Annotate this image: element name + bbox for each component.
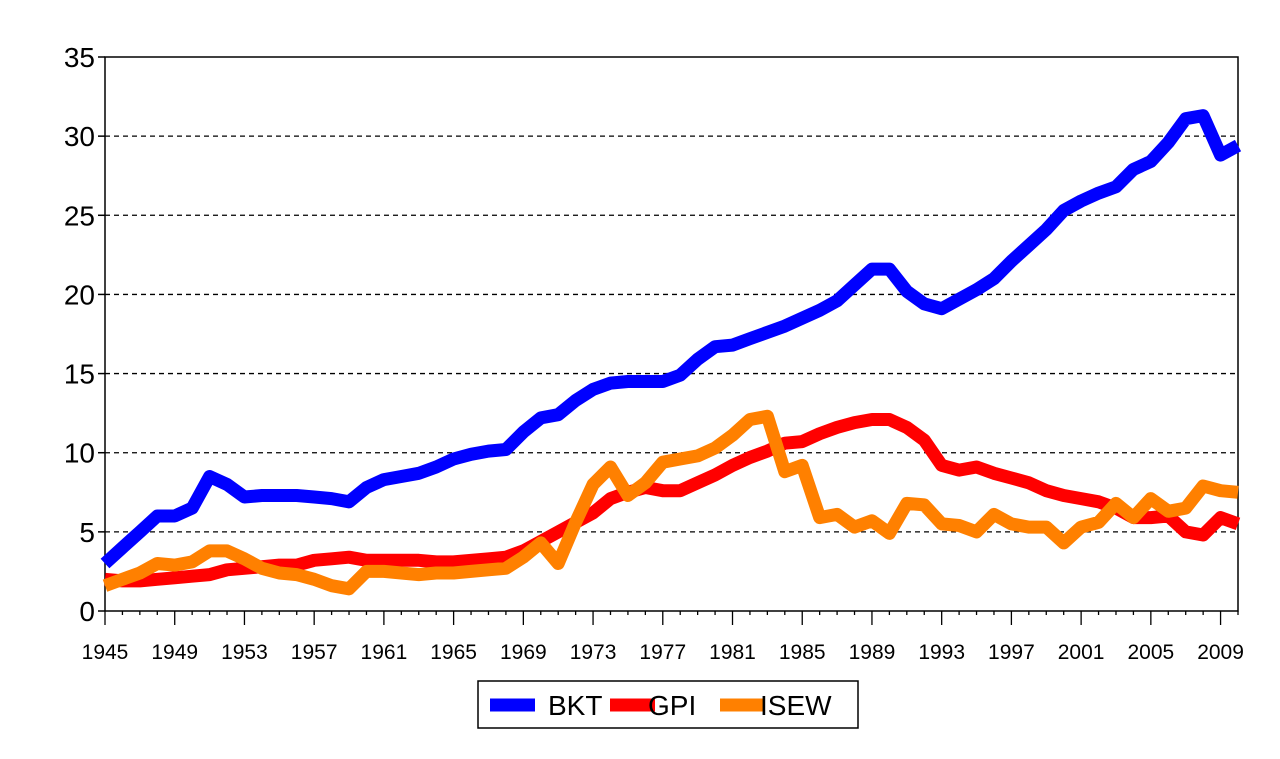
y-tick-label: 25 <box>64 200 95 231</box>
y-tick-label: 35 <box>64 42 95 73</box>
x-axis-ticks: 1945 1949 1953 1957 1961 1965 1969 1973 1977 1981… <box>82 611 1244 664</box>
gridlines <box>105 135 1238 533</box>
x-tick-label: 2001 <box>1058 641 1105 664</box>
series-line-gpi <box>104 413 1241 588</box>
x-tick-label: 2009 <box>1197 641 1244 664</box>
x-tick-label: 1965 <box>430 641 477 664</box>
x-tick-label: 1993 <box>918 641 965 664</box>
x-tick-label: 1957 <box>291 641 338 664</box>
legend: BKT GPI ISEW <box>477 680 859 729</box>
x-tick-label: 1973 <box>570 641 617 664</box>
x-tick-label: 1961 <box>361 641 408 664</box>
legend-label-isew: ISEW <box>760 690 832 721</box>
y-tick-label: 30 <box>64 121 95 152</box>
y-tick-label: 15 <box>64 359 95 390</box>
legend-label-gpi: GPI <box>648 690 696 721</box>
x-tick-label: 1949 <box>151 641 198 664</box>
legend-label-bkt: BKT <box>548 690 602 721</box>
series-line-bkt <box>100 109 1242 569</box>
x-tick-label: 1969 <box>500 641 547 664</box>
x-tick-label: 1981 <box>709 641 756 664</box>
y-tick-label: 20 <box>64 279 95 310</box>
y-tick-label: 5 <box>79 517 95 548</box>
y-axis-ticks: 0 5 10 15 20 25 30 35 <box>64 42 105 627</box>
x-tick-label: 1953 <box>221 641 268 664</box>
x-tick-label: 1985 <box>779 641 826 664</box>
x-tick-label: 1977 <box>639 641 686 664</box>
axes <box>104 56 1239 612</box>
x-tick-label: 1989 <box>849 641 896 664</box>
series-line-isew <box>102 409 1239 596</box>
y-tick-label: 10 <box>64 438 95 469</box>
x-tick-label: 1997 <box>988 641 1035 664</box>
series-lines <box>100 109 1242 596</box>
x-tick-label: 1945 <box>82 641 129 664</box>
plot-frame <box>104 56 1239 612</box>
legend-box <box>477 680 859 729</box>
y-tick-label: 0 <box>79 596 95 627</box>
x-tick-label: 2005 <box>1127 641 1174 664</box>
